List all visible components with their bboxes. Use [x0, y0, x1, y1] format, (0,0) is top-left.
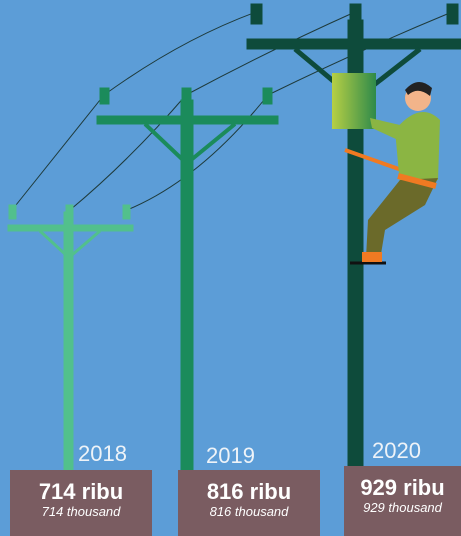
translation: 929 thousand: [344, 500, 461, 516]
value: 816 ribu: [178, 480, 320, 504]
infographic: 2018 2019 2020 714 ribu 714 thousand 816…: [0, 0, 461, 536]
year-label: 2019: [206, 443, 255, 469]
value: 714 ribu: [10, 480, 152, 504]
translation: 816 thousand: [178, 504, 320, 520]
value-box: 714 ribu 714 thousand: [10, 470, 152, 536]
value-box: 816 ribu 816 thousand: [178, 470, 320, 536]
translation: 714 thousand: [10, 504, 152, 520]
year-label: 2020: [372, 438, 421, 464]
value: 929 ribu: [344, 476, 461, 500]
year-label: 2018: [78, 441, 127, 467]
value-box: 929 ribu 929 thousand: [344, 466, 461, 536]
